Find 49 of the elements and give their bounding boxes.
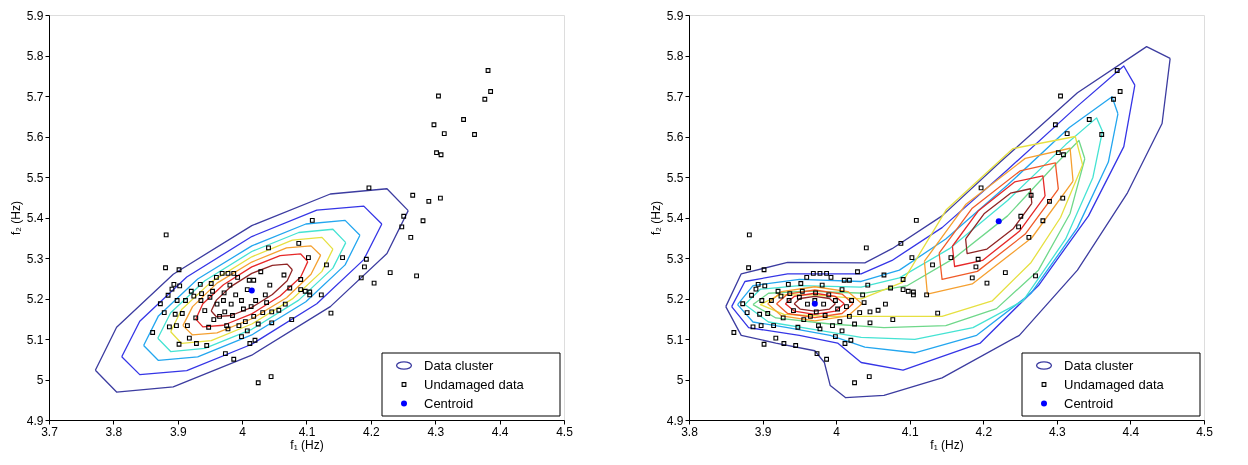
y-tick-label: 5.4 <box>666 211 684 225</box>
x-axis-title: f₁ (Hz) <box>290 437 324 452</box>
legend-label: Centroid <box>424 395 474 411</box>
y-tick-label: 5.1 <box>666 332 684 347</box>
x-tick-label: 4.5 <box>1196 424 1214 439</box>
legend-label: Data cluster <box>424 357 495 373</box>
x-tick-label: 3.7 <box>41 424 59 439</box>
y-tick-label: 5.3 <box>26 251 44 266</box>
x-tick-label: 4.3 <box>1049 424 1067 439</box>
y-tick-label: 5 <box>676 373 684 387</box>
x-tick-label: 4.1 <box>901 424 919 439</box>
y-tick-label: 5.9 <box>666 8 684 23</box>
y-tick-label: 5.4 <box>26 211 44 225</box>
x-tick-label: 4.2 <box>975 424 993 439</box>
x-tick-label: 4.4 <box>491 424 509 439</box>
x-tick-label: 3.9 <box>754 424 772 439</box>
y-axis-title: f₂ (Hz) <box>8 201 23 235</box>
x-tick-label: 4 <box>833 424 841 439</box>
y-tick-label: 5.1 <box>26 332 44 347</box>
x-tick-label: 4.1 <box>298 424 316 439</box>
y-tick-label: 5.5 <box>26 170 44 185</box>
y-tick-label: 5.2 <box>666 292 684 306</box>
x-tick-label: 4.5 <box>556 424 574 439</box>
x-axis-title: f₁ (Hz) <box>930 437 964 452</box>
x-tick-label: 4.3 <box>427 424 445 439</box>
y-tick-label: 5.5 <box>666 170 684 185</box>
y-axis-title: f₂ (Hz) <box>648 201 663 235</box>
legend-label: Undamaged data <box>1064 376 1165 392</box>
y-tick-label: 5.8 <box>666 49 684 63</box>
x-tick-label: 3.8 <box>105 424 123 439</box>
y-tick-label: 5.6 <box>666 130 684 144</box>
y-tick-label: 5.9 <box>26 8 44 23</box>
x-tick-label: 3.8 <box>681 424 699 439</box>
legend-label: Data cluster <box>1064 357 1135 373</box>
x-tick-label: 3.9 <box>169 424 187 439</box>
x-tick-label: 4.4 <box>1122 424 1140 439</box>
y-tick-label: 4.9 <box>666 413 684 428</box>
y-tick-label: 4.9 <box>26 413 44 428</box>
legend-label: Undamaged data <box>424 376 525 392</box>
x-tick-label: 4 <box>239 424 247 439</box>
y-tick-label: 5.6 <box>26 130 44 144</box>
y-tick-label: 5.8 <box>26 49 44 63</box>
y-tick-label: 5 <box>36 373 44 387</box>
legend-label: Centroid <box>1064 395 1114 411</box>
y-tick-label: 5.2 <box>26 292 44 306</box>
y-tick-label: 5.7 <box>26 89 44 104</box>
y-tick-label: 5.3 <box>666 251 684 266</box>
x-tick-label: 4.2 <box>363 424 381 439</box>
y-tick-label: 5.7 <box>666 89 684 104</box>
